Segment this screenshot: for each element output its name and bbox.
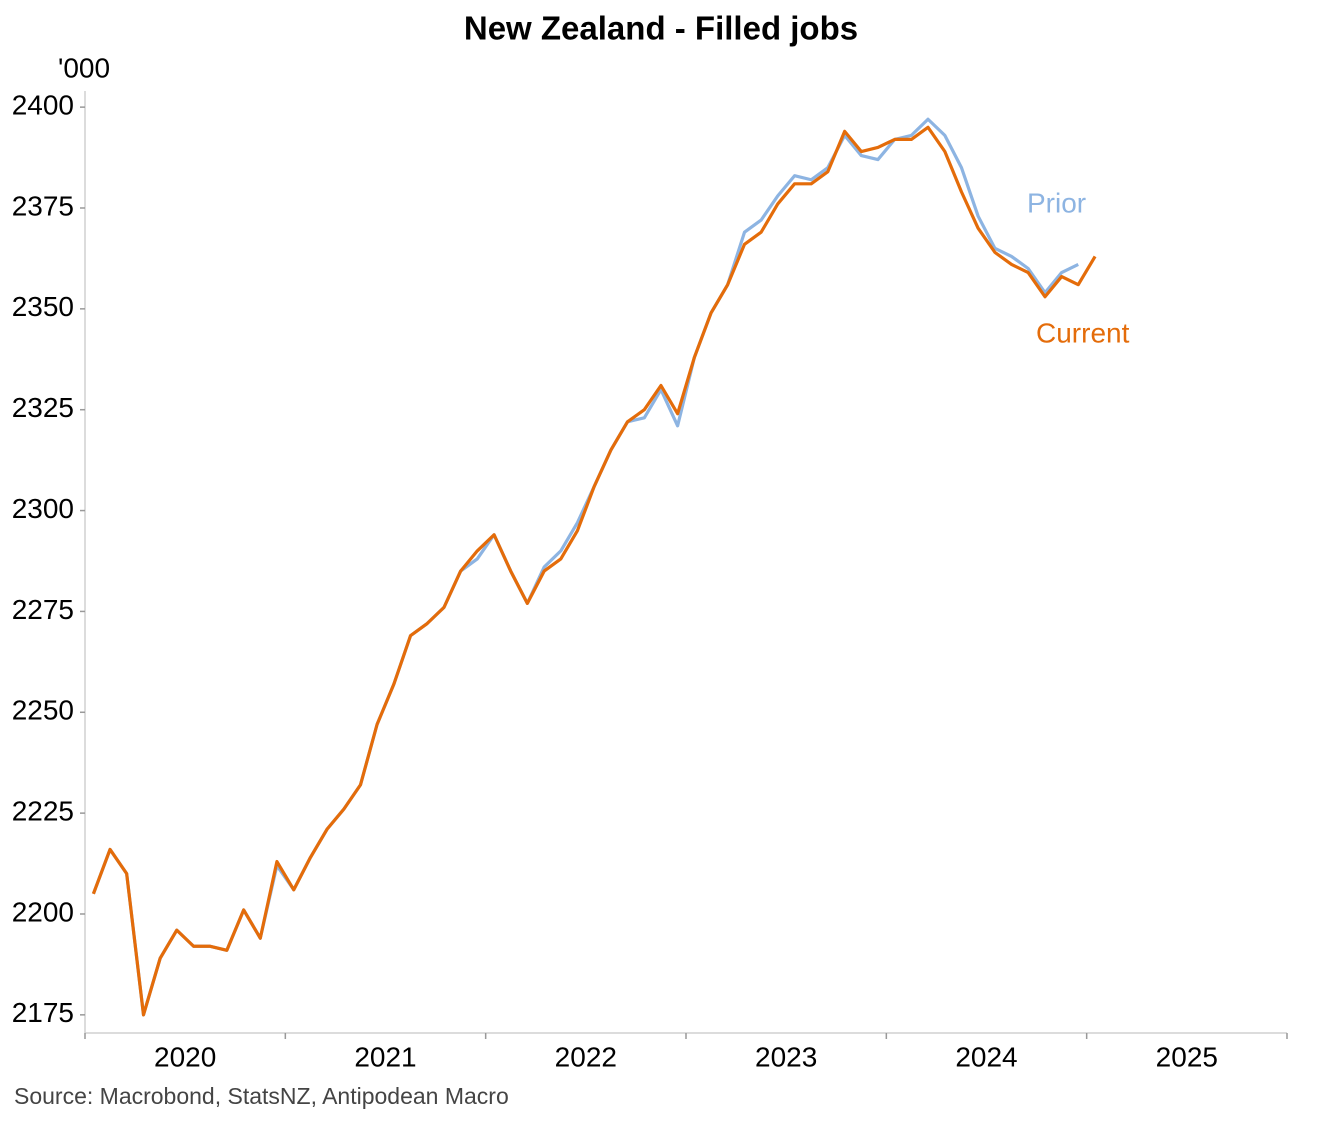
chart-title: New Zealand - Filled jobs	[464, 10, 858, 47]
y-tick-label: 2400	[12, 90, 74, 121]
source-note: Source: Macrobond, StatsNZ, Antipodean M…	[14, 1083, 509, 1109]
y-tick-label: 2350	[12, 291, 74, 322]
y-unit: '000	[58, 52, 110, 83]
y-tick-label: 2275	[12, 594, 74, 625]
x-tick-label: 2023	[755, 1041, 817, 1072]
series-line	[91, 117, 1079, 1017]
x-tick-label: 2021	[354, 1041, 416, 1072]
y-tick-label: 2375	[12, 190, 74, 221]
x-tick-label: 2024	[955, 1041, 1017, 1072]
series-label: Prior	[1027, 187, 1086, 218]
y-tick-label: 2225	[12, 796, 74, 827]
y-tick-label: 2175	[12, 997, 74, 1028]
series-line	[91, 125, 1097, 1017]
x-tick-label: 2020	[154, 1041, 216, 1072]
x-tick-label: 2022	[555, 1041, 617, 1072]
y-tick-label: 2300	[12, 493, 74, 524]
x-tick-label: 2025	[1156, 1041, 1218, 1072]
y-tick-label: 2250	[12, 695, 74, 726]
y-tick-label: 2200	[12, 896, 74, 927]
series-label: Current	[1036, 317, 1130, 348]
y-tick-label: 2325	[12, 392, 74, 423]
